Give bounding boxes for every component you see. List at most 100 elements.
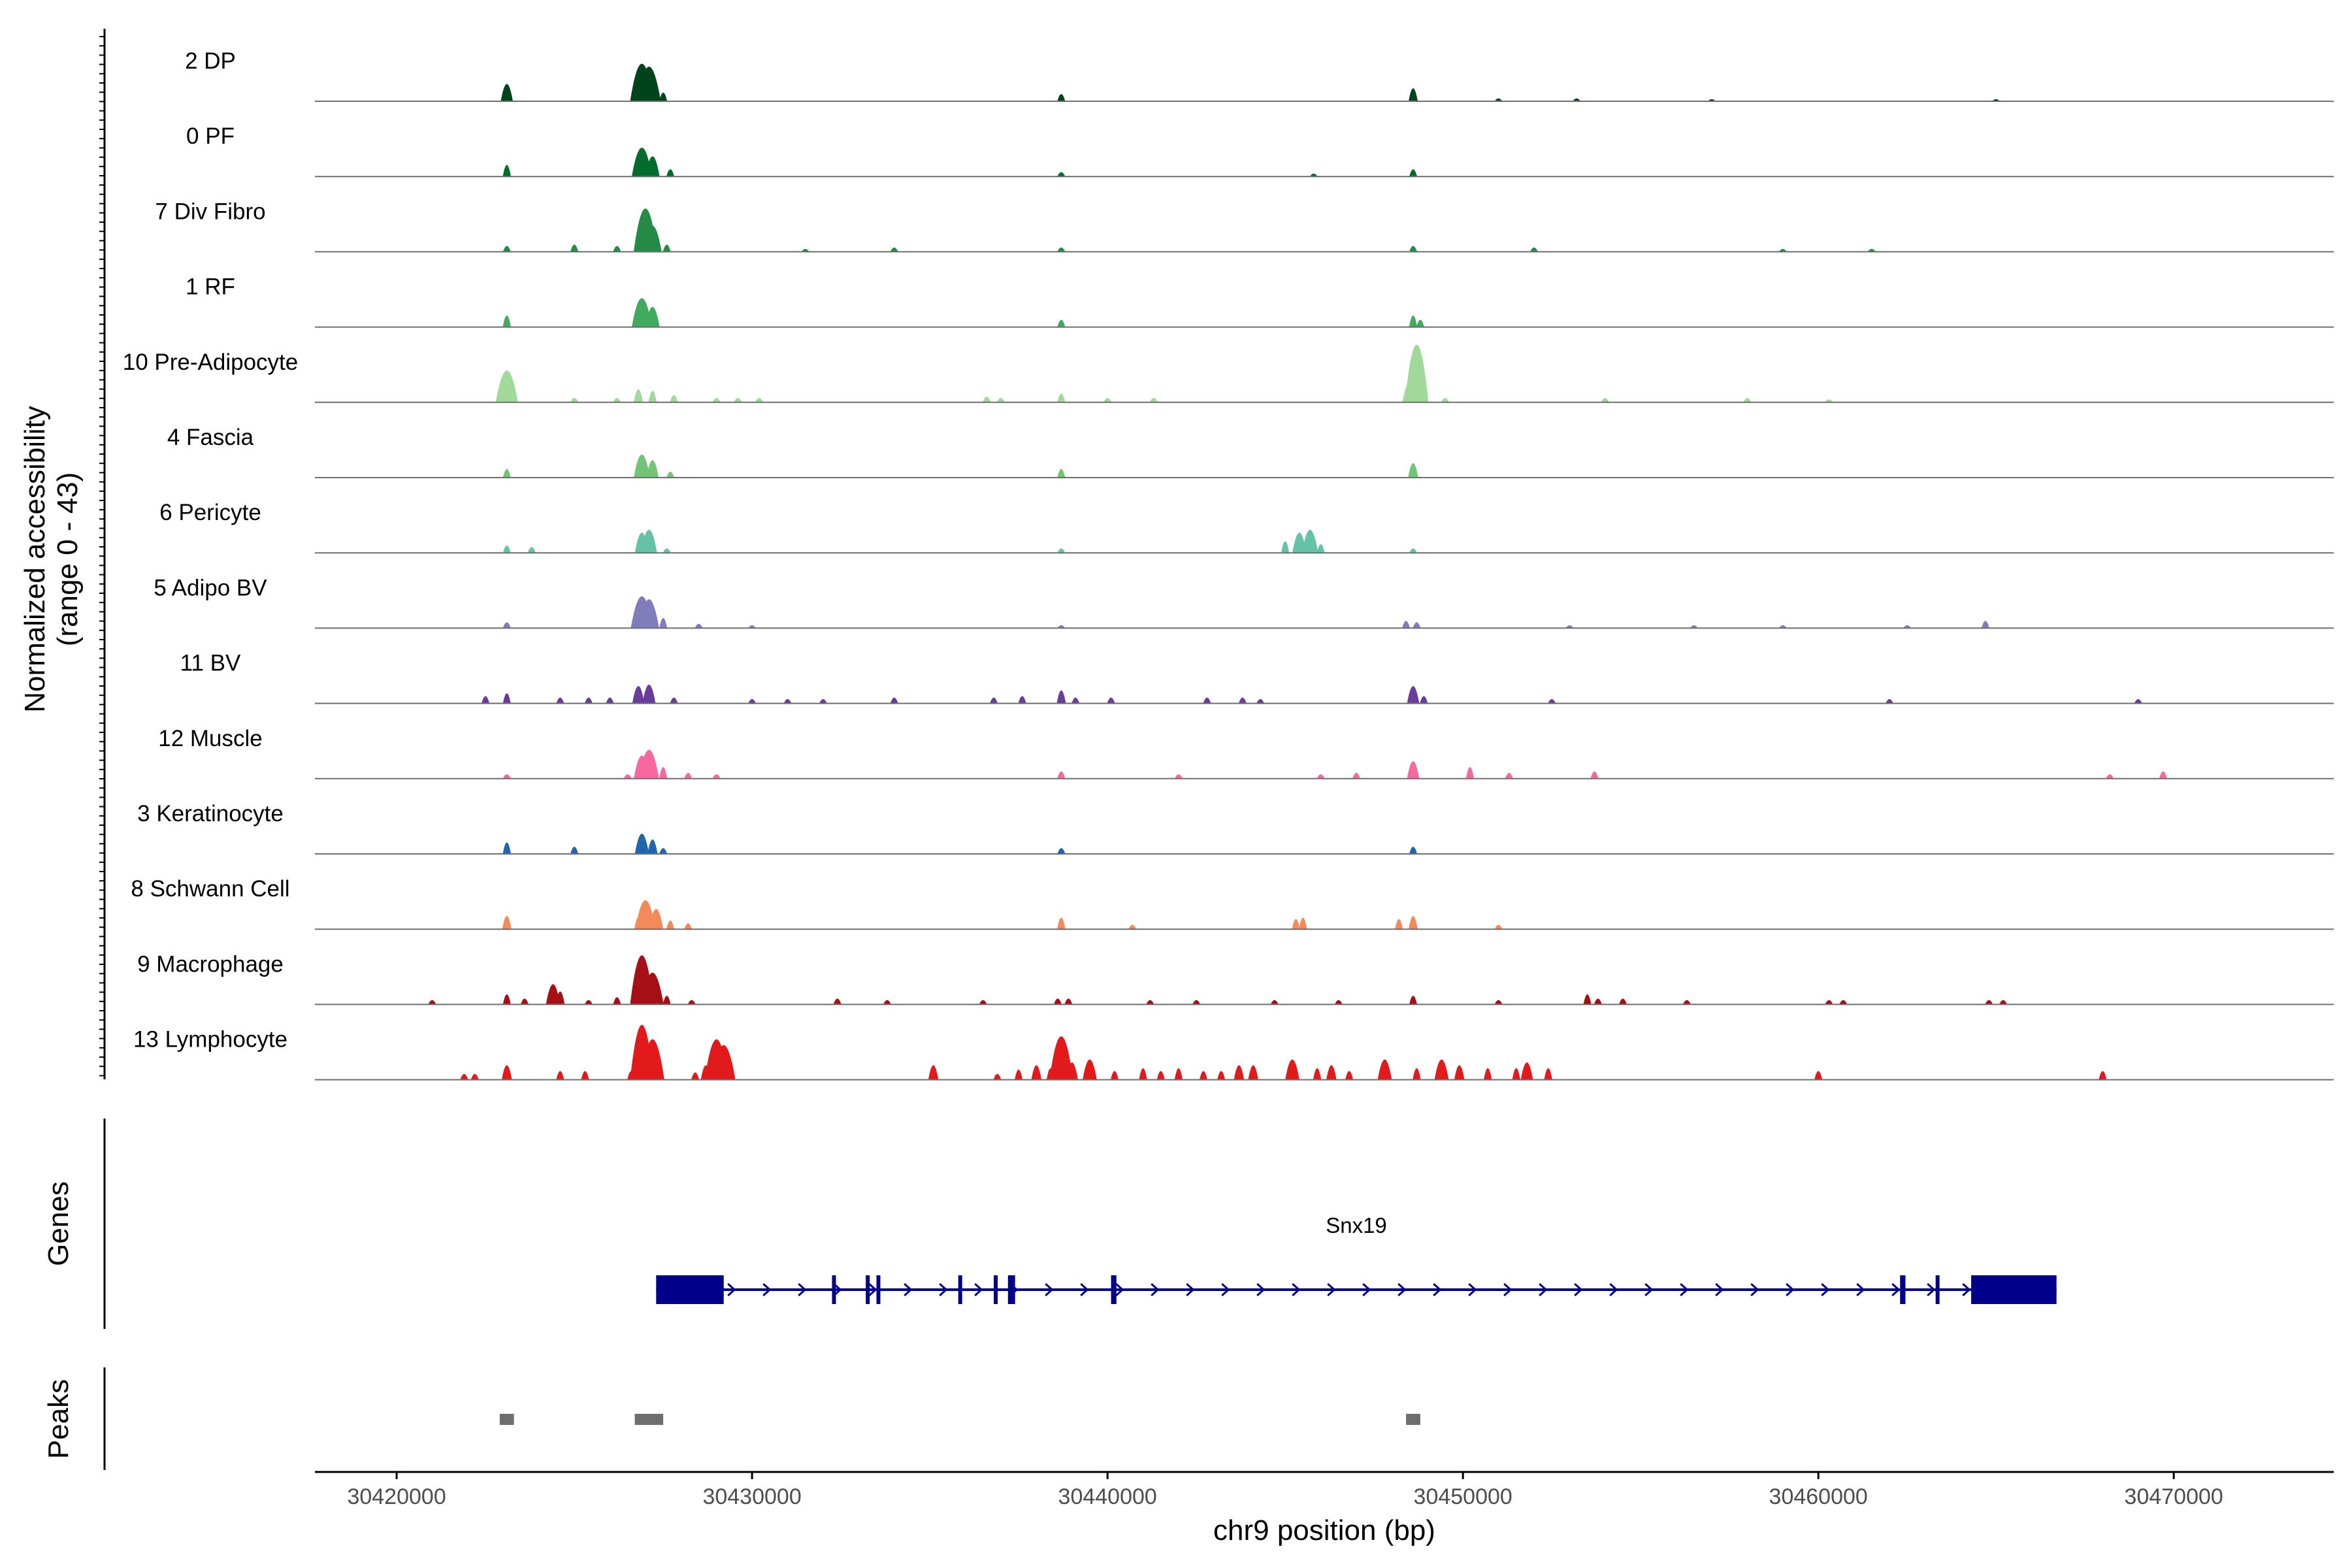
coverage-peak: [712, 774, 721, 779]
coverage-peak: [502, 693, 511, 704]
coverage-peak: [748, 698, 757, 704]
coverage-peak: [666, 169, 674, 177]
coverage-peak: [819, 698, 827, 704]
coverage-peak: [641, 529, 657, 553]
x-tick-label: 30470000: [2125, 1484, 2223, 1509]
coverage-peak: [1409, 315, 1418, 327]
strand-arrow: [1856, 1282, 1865, 1297]
coverage-peak: [638, 749, 659, 779]
coverage-track: 6 Pericyte: [159, 500, 2334, 554]
coverage-peak: [637, 67, 661, 101]
coverage-peak: [500, 84, 513, 101]
coverage-peak: [691, 1072, 700, 1080]
coverage-peak: [1494, 924, 1503, 930]
coverage-peak: [1520, 1062, 1533, 1080]
strand-arrow: [1962, 1282, 1971, 1297]
coverage-peak: [1156, 1071, 1165, 1080]
coverage-peak: [643, 225, 662, 252]
coverage-peak: [482, 696, 490, 704]
coverage-peak: [1395, 919, 1403, 930]
coverage-peak: [755, 398, 763, 402]
coverage-peak: [1743, 398, 1752, 402]
coverage-peak: [1064, 998, 1073, 1005]
coverage-peak: [659, 617, 668, 629]
coverage-peak: [1377, 1059, 1392, 1080]
coverage-peak: [606, 697, 614, 704]
coverage-peak: [1409, 548, 1417, 553]
strand-arrow: [1045, 1282, 1054, 1297]
coverage-peak: [584, 1000, 593, 1005]
gene-exon: [994, 1275, 998, 1304]
coverage-peak: [712, 398, 721, 402]
coverage-track: 10 Pre-Adipocyte: [123, 344, 2334, 403]
coverage-peak: [1583, 994, 1592, 1005]
coverage-peak: [1512, 1068, 1520, 1080]
x-axis: 30420000 30430000 30440000 30450000 30460000…: [315, 1471, 2334, 1546]
gene-exon: [1900, 1275, 1906, 1304]
coverage-peak: [1149, 398, 1158, 402]
track-label: 6 Pericyte: [159, 500, 261, 525]
strand-arrow: [727, 1282, 736, 1297]
gene-model: Snx19: [656, 1213, 2057, 1304]
strand-arrow: [1115, 1282, 1124, 1297]
coverage-peak: [502, 774, 511, 779]
coverage-peak: [1018, 696, 1026, 704]
coverage-peak: [659, 848, 668, 854]
coverage-peak: [502, 246, 511, 252]
genes-panel: Genes Snx19: [42, 1119, 2057, 1329]
gene-exon: [1971, 1275, 2057, 1304]
coverage-peak: [556, 1071, 564, 1080]
y-axis-ticks: [99, 36, 105, 1077]
coverage-peak: [613, 398, 621, 402]
coverage-peak: [1248, 1065, 1258, 1080]
coverage-peak: [734, 398, 742, 402]
coverage-peak: [1057, 468, 1066, 478]
coverage-peak: [748, 625, 757, 629]
coverage-peak: [1548, 698, 1556, 704]
coverage-peak: [1299, 917, 1307, 930]
coverage-peak: [502, 994, 511, 1005]
coverage-peak: [1200, 1071, 1207, 1080]
coverage-track: 11 BV: [180, 651, 2334, 704]
strand-arrow: [1292, 1282, 1301, 1297]
coverage-peak: [502, 546, 511, 553]
coverage-peak: [1405, 344, 1429, 402]
y-axis-title: Normalized accessibility: [19, 406, 51, 712]
gene-exon: [656, 1275, 724, 1304]
strand-arrow: [1221, 1282, 1230, 1297]
peaks-panel-label: Peaks: [42, 1379, 74, 1459]
coverage-peak: [646, 460, 659, 478]
coverage-peak: [1107, 697, 1115, 704]
coverage-peak: [502, 468, 511, 478]
strand-arrow: [1680, 1282, 1689, 1297]
strand-arrow: [1609, 1282, 1618, 1297]
strand-arrow: [1927, 1282, 1936, 1297]
coverage-peak: [1886, 698, 1893, 704]
strand-arrow: [1644, 1282, 1654, 1297]
coverage-peak: [990, 697, 998, 704]
coverage-peak: [642, 684, 656, 704]
coverage-peak: [2106, 774, 2114, 779]
coverage-peak: [2134, 698, 2142, 704]
coverage-peak: [1494, 1000, 1503, 1005]
coverage-peak: [996, 398, 1005, 402]
gene-exon: [876, 1275, 881, 1304]
coverage-peak: [666, 472, 674, 478]
coverage-peak: [1285, 1059, 1299, 1080]
gene-exon: [832, 1275, 836, 1304]
coverage-track: 8 Schwann Cell: [131, 876, 2334, 930]
strand-arrow: [1397, 1282, 1407, 1297]
coverage-track: 13 Lymphocyte: [133, 1024, 2334, 1081]
x-tick-label: 30440000: [1058, 1484, 1157, 1509]
strand-arrow: [833, 1282, 842, 1297]
coverage-peak: [1083, 1059, 1097, 1080]
coverage-peak: [641, 972, 664, 1005]
coverage-peak: [1465, 767, 1475, 779]
coverage-peak: [1903, 625, 1912, 629]
coverage-peak: [1316, 774, 1325, 779]
coverage-peak: [502, 1065, 512, 1080]
coverage-peak: [1619, 998, 1627, 1005]
coverage-peak: [502, 622, 511, 629]
strand-arrow: [1786, 1282, 1795, 1297]
x-tick-label: 30460000: [1769, 1484, 1868, 1509]
